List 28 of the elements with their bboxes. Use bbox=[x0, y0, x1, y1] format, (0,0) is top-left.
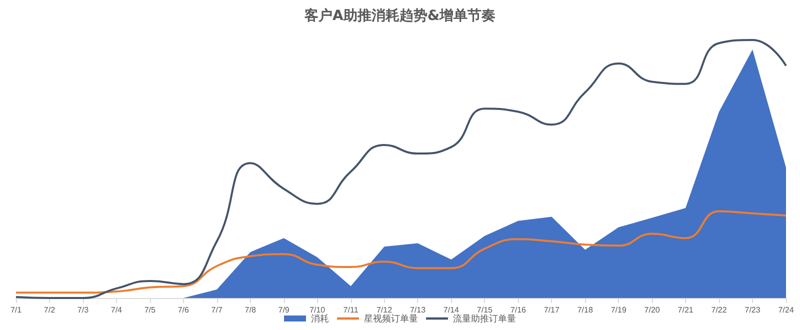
x-tick-label: 7/7 bbox=[211, 306, 223, 314]
chart-title: 客户A助推消耗趋势&增单节奏 bbox=[303, 7, 496, 24]
x-tick-label: 7/23 bbox=[744, 306, 761, 314]
x-tick-label: 7/24 bbox=[778, 306, 794, 314]
x-tick-label: 7/2 bbox=[44, 306, 56, 314]
x-tick-label: 7/12 bbox=[376, 306, 393, 314]
x-tick-label: 7/1 bbox=[10, 306, 22, 314]
x-tick-label: 7/18 bbox=[577, 306, 594, 314]
x-tick-label: 7/3 bbox=[77, 306, 90, 314]
x-tick-label: 7/19 bbox=[610, 306, 627, 314]
legend-label: 星视频订单量 bbox=[364, 314, 418, 324]
legend-label: 流量助推订单量 bbox=[453, 314, 516, 324]
x-tick-label: 7/21 bbox=[678, 306, 694, 314]
x-tick-label: 7/17 bbox=[544, 306, 560, 314]
x-tick-label: 7/13 bbox=[410, 306, 426, 314]
x-tick-label: 7/9 bbox=[278, 306, 290, 314]
x-tick-label: 7/10 bbox=[310, 306, 326, 314]
x-tick-label: 7/4 bbox=[110, 306, 123, 314]
x-tick-label: 7/11 bbox=[343, 306, 359, 314]
x-tick-label: 7/14 bbox=[443, 306, 460, 314]
x-tick-label: 7/8 bbox=[244, 306, 256, 314]
legend-label: 消耗 bbox=[311, 314, 329, 324]
x-tick-label: 7/5 bbox=[144, 306, 156, 314]
x-tick-label: 7/20 bbox=[644, 306, 660, 314]
x-tick-label: 7/15 bbox=[476, 306, 494, 314]
x-tick-label: 7/22 bbox=[711, 306, 728, 314]
x-tick-label: 7/16 bbox=[510, 306, 527, 314]
x-tick-label: 7/6 bbox=[178, 306, 190, 314]
